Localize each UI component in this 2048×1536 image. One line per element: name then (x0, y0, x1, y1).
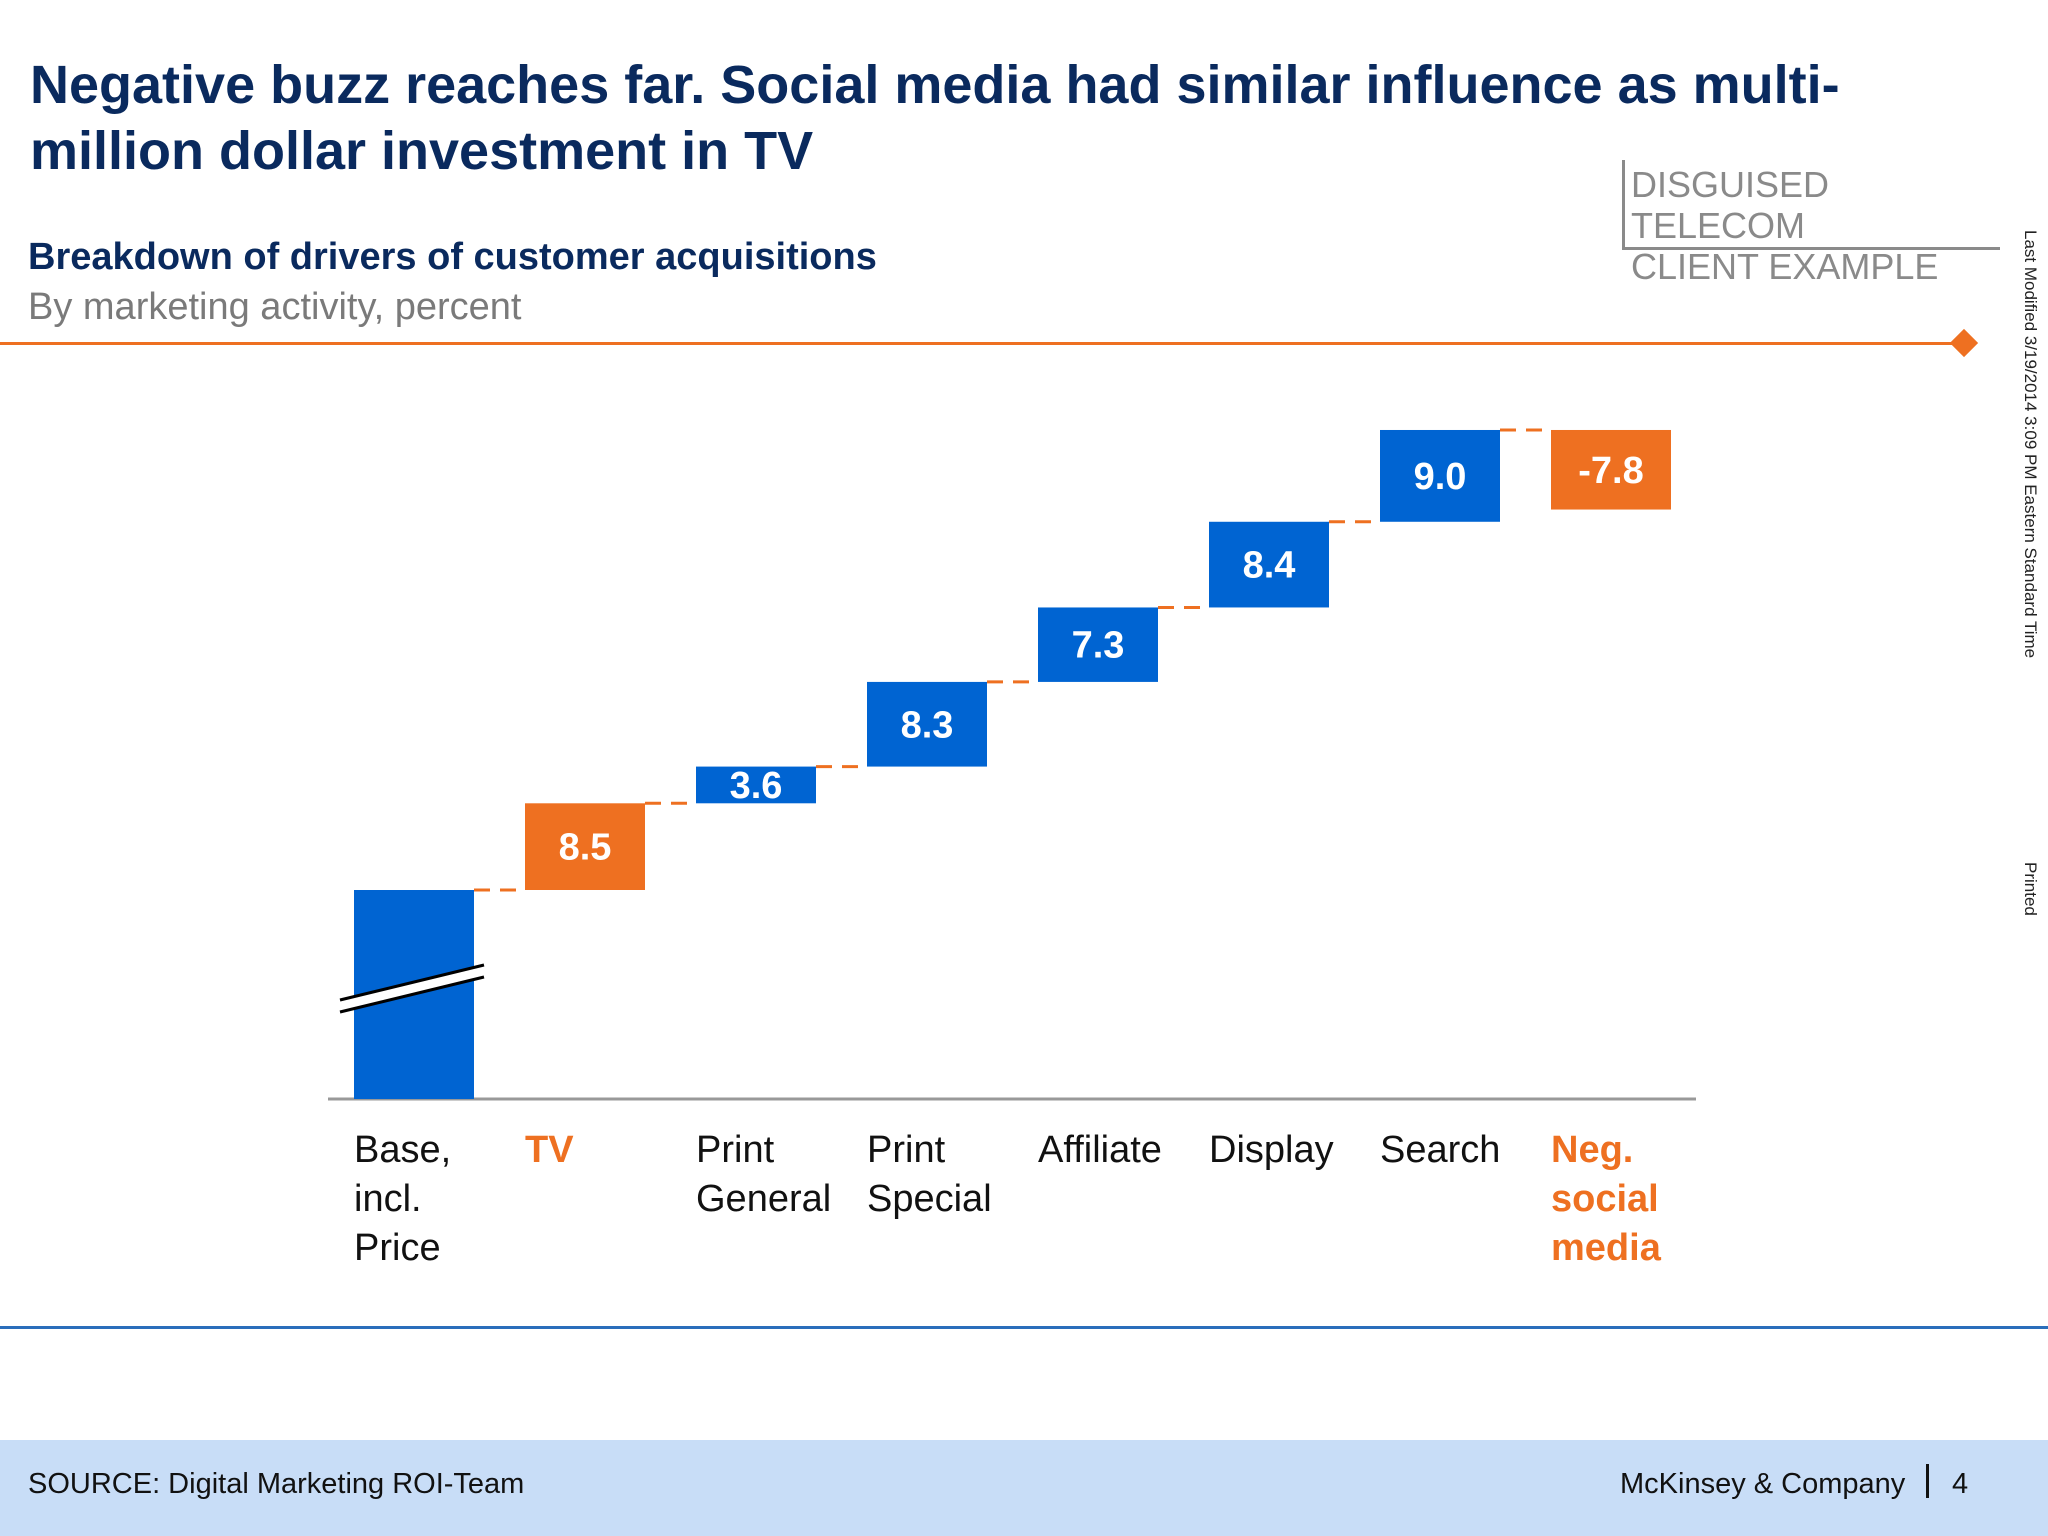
category-label-7-2: media (1551, 1227, 1662, 1269)
category-label-5-0: Display (1209, 1129, 1334, 1171)
value-label-3: 8.3 (901, 704, 954, 746)
axis-break-gap (338, 965, 486, 1012)
value-label-1: 8.5 (559, 827, 612, 869)
category-label-7-1: social (1551, 1178, 1659, 1220)
value-label-2: 3.6 (730, 765, 783, 807)
value-label-6: 9.0 (1414, 456, 1467, 498)
category-label-0-1: incl. (354, 1178, 422, 1220)
category-label-2-0: Print (696, 1129, 775, 1171)
chart-subtitle: By marketing activity, percent (28, 286, 522, 328)
bar-2 (696, 766, 816, 804)
category-label-4-0: Affiliate (1038, 1129, 1162, 1171)
company-name: McKinsey & Company (1620, 1468, 1906, 1500)
stamp-line-2: CLIENT EXAMPLE (1631, 246, 1939, 287)
value-label-4: 7.3 (1072, 625, 1125, 667)
printed-note: Printed (2021, 862, 2040, 916)
bar-5 (1209, 521, 1329, 608)
category-label-0-2: Price (354, 1227, 441, 1269)
category-label-3-1: Special (867, 1178, 992, 1220)
category-label-6-0: Search (1380, 1129, 1500, 1171)
diamond-marker-icon (1949, 328, 1979, 358)
slide-title: Negative buzz reaches far. Social media … (30, 55, 1840, 181)
axis-break-line-bottom (339, 975, 485, 1014)
footer-separator (1926, 1464, 1929, 1498)
axis-break-line-top (339, 963, 485, 1002)
category-label-0-0: Base, (354, 1129, 451, 1171)
value-label-7: -7.8 (1578, 450, 1643, 492)
waterfall-chart: Base, incl. Price 8.5 TV 3.6 Print General 8.3 Pr… (328, 428, 1696, 1269)
footer-divider (0, 1326, 2048, 1329)
bar-6 (1380, 429, 1500, 522)
bar-1 (525, 803, 645, 890)
source-note: SOURCE: Digital Marketing ROI-Team (28, 1468, 525, 1500)
page-number: 4 (1952, 1468, 1969, 1500)
bar-7 (1551, 429, 1671, 510)
disguised-client-stamp: DISGUISED TELECOM CLIENT EXAMPLE (1622, 160, 2000, 287)
category-label-1-0: TV (525, 1129, 574, 1171)
bar-3 (867, 681, 987, 767)
header-divider (0, 342, 1960, 345)
value-label-5: 8.4 (1243, 545, 1296, 587)
bar-4 (1038, 607, 1158, 682)
chart-title: Breakdown of drivers of customer acquisi… (28, 236, 877, 278)
category-label-3-0: Print (867, 1129, 946, 1171)
last-modified-note: Last Modified 3/19/2014 3:09 PM Eastern … (2021, 230, 2040, 659)
footer-bar: SOURCE: Digital Marketing ROI-Team McKin… (0, 1440, 2048, 1536)
category-label-2-1: General (696, 1178, 831, 1220)
stamp-line-1: DISGUISED TELECOM (1631, 164, 1830, 246)
category-label-7-0: Neg. (1551, 1129, 1633, 1171)
